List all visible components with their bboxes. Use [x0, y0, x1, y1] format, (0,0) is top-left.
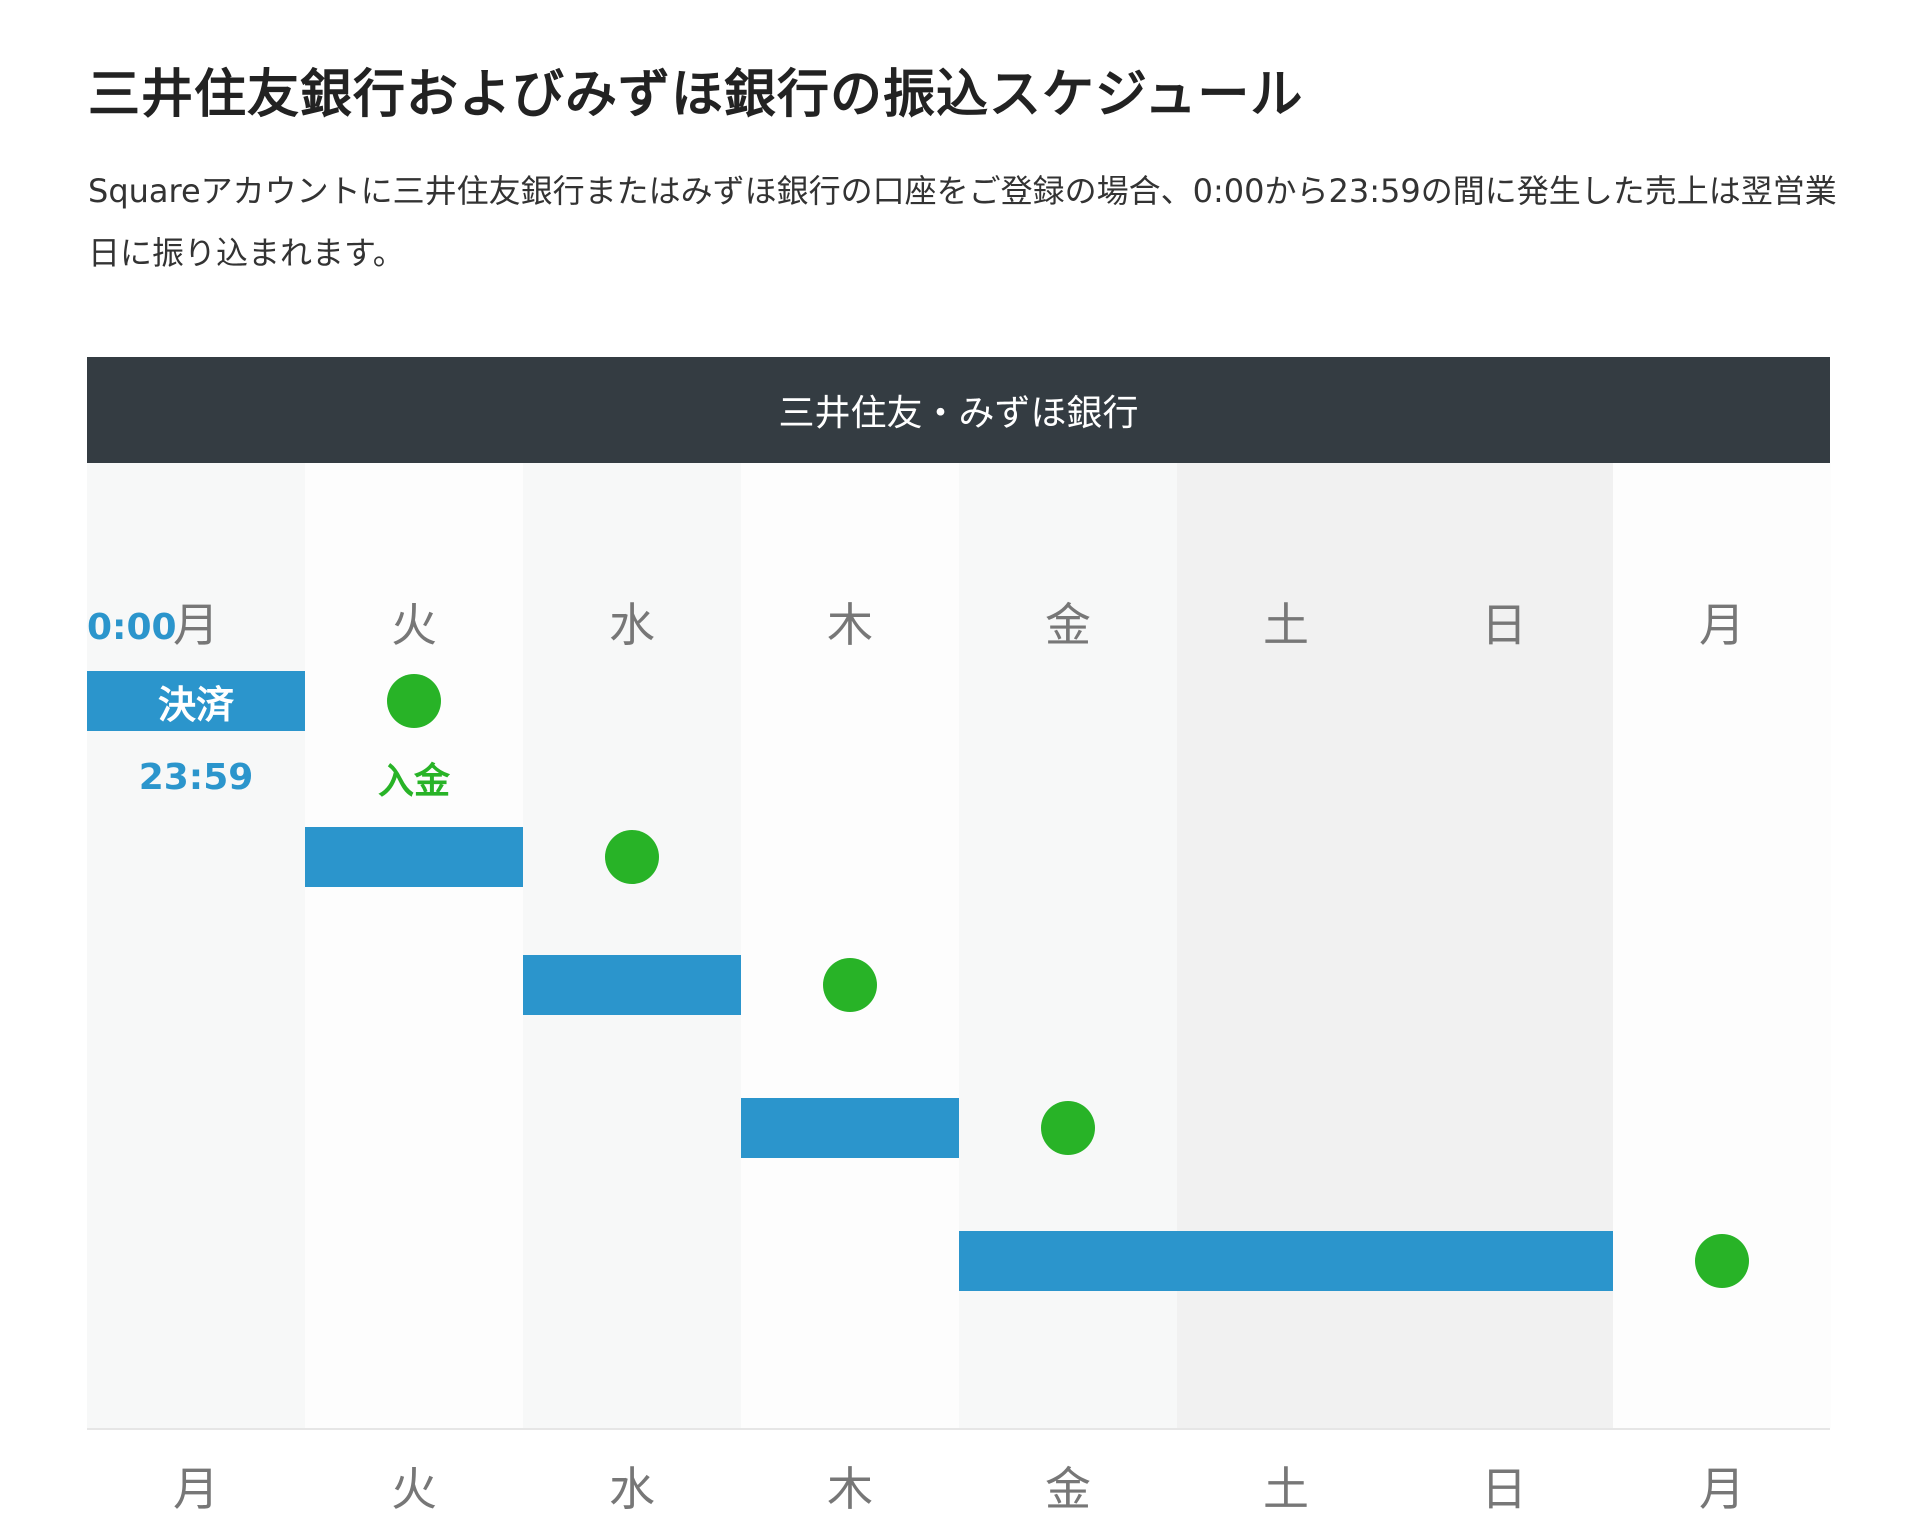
settlement-bar [959, 1231, 1613, 1291]
day-label-top: 日 [1481, 598, 1527, 652]
day-label-top: 月 [1699, 598, 1745, 652]
day-label-bottom: 火 [391, 1462, 437, 1516]
day-label-top: 水 [609, 598, 655, 652]
description: Squareアカウントに三井住友銀行またはみずほ銀行の口座をご登録の場合、0:0… [88, 172, 1837, 272]
day-label-bottom: 土 [1263, 1462, 1309, 1516]
day-label-top: 月 [173, 598, 219, 652]
day-label-bottom: 日 [1481, 1462, 1527, 1516]
day-column: 木木 [741, 463, 959, 1516]
day-column: 水水 [523, 463, 741, 1516]
day-column: 火火 [305, 463, 523, 1516]
day-label-top: 木 [827, 598, 873, 652]
page-title: 三井住友銀行およびみずほ銀行の振込スケジュール [88, 65, 1304, 125]
day-label-bottom: 木 [827, 1462, 873, 1516]
day-column: 月月 [87, 463, 305, 1516]
day-label-top: 土 [1263, 598, 1309, 652]
transfer-schedule-table: 三井住友・みずほ銀行 月月火火水水木木金金土土日日月月 0:00 23:59 入… [87, 357, 1831, 1516]
deposit-dot [1041, 1101, 1095, 1155]
day-label-bottom: 水 [609, 1462, 655, 1516]
settlement-bar [741, 1098, 959, 1158]
start-time: 0:00 [87, 607, 177, 648]
settlement-bar: 決済 [87, 671, 305, 731]
day-label-top: 金 [1045, 598, 1091, 652]
day-label-top: 火 [391, 598, 437, 652]
settlement-bar [305, 827, 523, 887]
day-label-bottom: 月 [1699, 1462, 1745, 1516]
table-header: 三井住友・みずほ銀行 [87, 357, 1830, 463]
deposit-dot [1695, 1234, 1749, 1288]
deposit-label: 入金 [377, 761, 450, 802]
settlement-bar [523, 955, 741, 1015]
day-label-bottom: 月 [173, 1462, 219, 1516]
deposit-dot [387, 674, 441, 728]
deposit-dot [823, 958, 877, 1012]
deposit-dot [605, 830, 659, 884]
day-label-bottom: 金 [1045, 1462, 1091, 1516]
end-time: 23:59 [138, 757, 254, 798]
